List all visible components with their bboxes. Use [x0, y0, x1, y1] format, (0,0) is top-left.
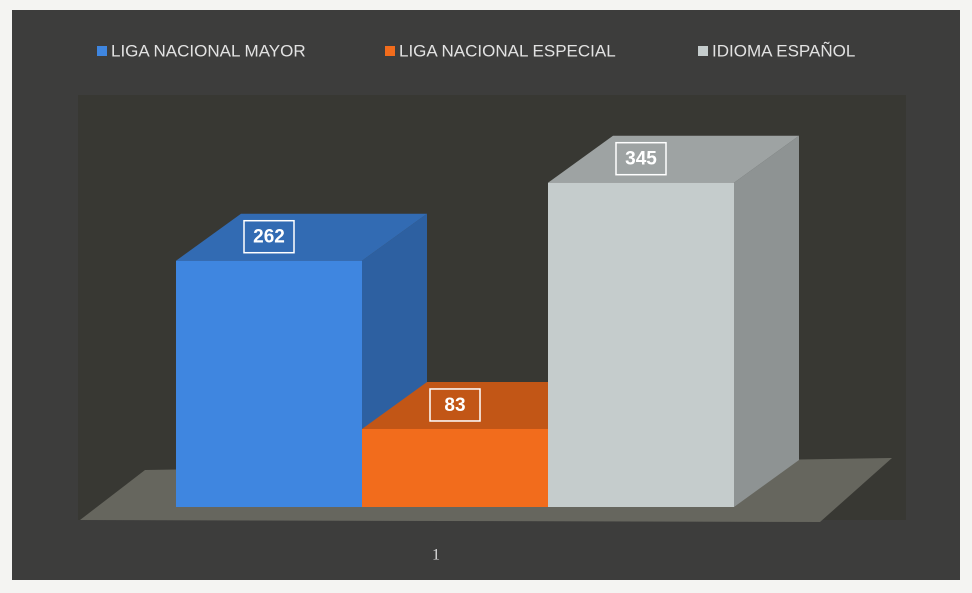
- legend-label: LIGA NACIONAL ESPECIAL: [399, 41, 616, 60]
- bar-top: [176, 213, 427, 261]
- value-label-box: [615, 141, 667, 176]
- legend-label: IDIOMA ESPAÑOL: [712, 41, 855, 60]
- value-label: 262: [253, 227, 285, 248]
- legend-label: LIGA NACIONAL MAYOR: [111, 41, 306, 60]
- bar: [362, 428, 548, 507]
- value-label: 345: [625, 149, 657, 170]
- bar-side: [734, 135, 799, 507]
- bar: [548, 182, 734, 507]
- legend-swatch: [97, 46, 107, 56]
- value-label: 83: [444, 395, 465, 416]
- x-tick-label: 1: [432, 547, 440, 564]
- value-label-box: [243, 219, 295, 254]
- value-label-box: [429, 388, 481, 422]
- bar: [176, 260, 362, 507]
- bar-top: [548, 135, 799, 183]
- legend-swatch: [698, 46, 708, 56]
- legend-swatch: [385, 46, 395, 56]
